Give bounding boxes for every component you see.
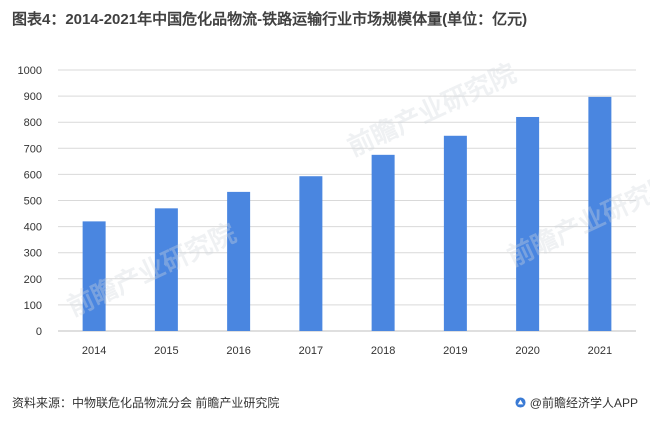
bar-2017 bbox=[299, 176, 323, 331]
brand-text: @前瞻经济学人APP bbox=[529, 396, 638, 410]
x-tick-label: 2015 bbox=[154, 345, 178, 357]
x-tick-label: 2014 bbox=[82, 345, 106, 357]
bar-2015 bbox=[154, 208, 178, 331]
source-note: 资料来源：中物联危化品物流分会 前瞻产业研究院 bbox=[12, 396, 280, 410]
x-axis-ticks: 2014 2015 2016 2017 2018 2019 2020 2021 bbox=[82, 345, 612, 357]
bar-2018 bbox=[371, 154, 395, 331]
brand-credit: @前瞻经济学人APP bbox=[515, 394, 638, 411]
x-tick-label: 2020 bbox=[515, 345, 539, 357]
brand-logo-icon bbox=[515, 397, 526, 408]
y-tick-label: 500 bbox=[24, 196, 42, 208]
y-tick-label: 300 bbox=[24, 248, 42, 260]
y-tick-label: 700 bbox=[24, 143, 42, 155]
x-tick-label: 2017 bbox=[299, 345, 323, 357]
chart-title: 图表4：2014-2021年中国危化品物流-铁路运输行业市场规模体量(单位：亿元… bbox=[12, 11, 528, 28]
y-tick-label: 400 bbox=[24, 222, 42, 234]
y-tick-label: 1000 bbox=[18, 65, 42, 77]
bars bbox=[82, 96, 612, 332]
bar-2021 bbox=[588, 96, 612, 332]
y-axis-ticks: 0 100 200 300 400 500 600 700 800 900 1000 bbox=[18, 65, 42, 338]
y-tick-label: 600 bbox=[24, 169, 42, 181]
y-tick-label: 200 bbox=[24, 274, 42, 286]
bar-2016 bbox=[227, 191, 251, 331]
x-tick-label: 2021 bbox=[588, 345, 612, 357]
x-tick-label: 2019 bbox=[443, 345, 467, 357]
footer: 资料来源：中物联危化品物流分会 前瞻产业研究院 @前瞻经济学人APP bbox=[12, 394, 638, 414]
y-tick-label: 0 bbox=[36, 326, 42, 338]
y-tick-label: 100 bbox=[24, 300, 42, 312]
gridlines bbox=[58, 69, 636, 332]
x-tick-label: 2018 bbox=[371, 345, 395, 357]
y-tick-label: 800 bbox=[24, 117, 42, 129]
bar-2014 bbox=[82, 221, 106, 331]
x-tick-label: 2016 bbox=[226, 345, 250, 357]
bar-2020 bbox=[516, 116, 540, 331]
y-tick-label: 900 bbox=[24, 91, 42, 103]
bar-2019 bbox=[443, 135, 467, 331]
